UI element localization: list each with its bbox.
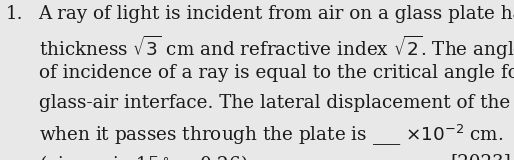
Text: when it passes through the plate is ___ $\times10^{-2}$ cm.: when it passes through the plate is ___ … xyxy=(39,123,503,148)
Text: thickness $\sqrt{3}$ cm and refractive index $\sqrt{2}$. The angle: thickness $\sqrt{3}$ cm and refractive i… xyxy=(39,34,514,63)
Text: 1.: 1. xyxy=(6,5,24,23)
Text: (given sin 15$^\circ$ = 0.26): (given sin 15$^\circ$ = 0.26) xyxy=(39,153,248,160)
Text: of incidence of a ray is equal to the critical angle for: of incidence of a ray is equal to the cr… xyxy=(39,64,514,82)
Text: glass-air interface. The lateral displacement of the ray: glass-air interface. The lateral displac… xyxy=(39,94,514,112)
Text: [2023]: [2023] xyxy=(451,153,511,160)
Text: A ray of light is incident from air on a glass plate having: A ray of light is incident from air on a… xyxy=(39,5,514,23)
